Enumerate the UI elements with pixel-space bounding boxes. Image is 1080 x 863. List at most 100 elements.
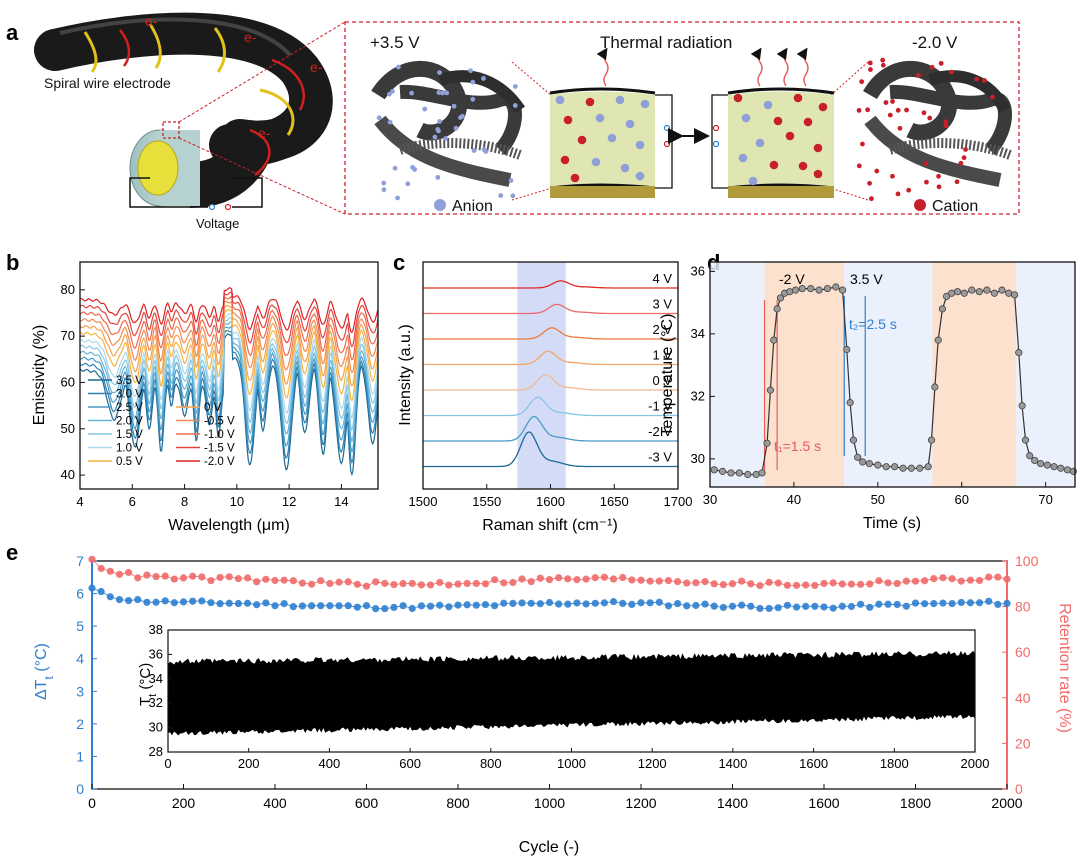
cation-dot: [887, 112, 893, 118]
e-series-point-1: [600, 573, 609, 581]
e-series-point-1: [308, 580, 316, 588]
e-series-point-0: [619, 599, 627, 608]
e-series-point-0: [966, 599, 975, 607]
electron-label-4: e-: [258, 125, 271, 141]
thermal-radiation-label: Thermal radiation: [600, 33, 732, 52]
cell-anion: [625, 119, 635, 129]
panel-e-axes: 0 200 400 600 800 1000 1200 1400 1600 1800 2000012…: [76, 553, 1038, 811]
e-series-point-1: [280, 576, 288, 584]
cell-right: [711, 87, 835, 198]
b-xtick-label: 10: [230, 494, 244, 509]
e-series-point-1: [738, 577, 746, 585]
raman-line-label: 2 V: [652, 322, 672, 337]
e-series-point-0: [756, 604, 764, 613]
anion-dot: [410, 164, 415, 170]
cell-cation: [818, 102, 828, 112]
e-series-point-1: [591, 574, 599, 582]
raman-line: [423, 415, 678, 442]
e-xtick-label: 0: [88, 795, 96, 811]
e-series-point-1: [417, 581, 425, 589]
anion-dot: [470, 96, 476, 102]
e-series-point-1: [271, 576, 279, 585]
emissivity-line-30V: [79, 330, 379, 465]
raman-line: [423, 303, 678, 315]
e-series-point-0: [298, 602, 307, 610]
raman-line-label: -1 V: [648, 399, 672, 414]
cation-dot: [961, 155, 967, 161]
raman-line: [423, 350, 678, 366]
d-temperature-point: [1005, 289, 1013, 297]
anion-dot: [387, 119, 393, 125]
raman-line-label: -3 V: [648, 450, 672, 465]
b-legend-label: 3.0 V: [116, 389, 143, 401]
b-legend-label: 1.5 V: [116, 429, 143, 441]
d-temperature-point: [975, 288, 983, 296]
raman-line: [423, 280, 678, 289]
b-legend-label: 1.0 V: [116, 443, 143, 455]
e-ytick-left-label: 4: [76, 651, 84, 667]
anion-dot: [376, 115, 382, 121]
e-series-point-0: [125, 596, 133, 605]
emissivity-line-0V: [79, 304, 379, 388]
anion-dot: [512, 84, 518, 89]
d-temperature-point: [763, 439, 771, 447]
electron-label-2: e-: [244, 29, 257, 45]
b-ytick-label: 80: [61, 282, 75, 297]
e-ytick-right-label: 80: [1015, 599, 1031, 615]
d-temperature-point: [948, 289, 956, 297]
cell-anion: [555, 95, 565, 105]
d-temperature-point: [934, 336, 942, 344]
anion-dot: [396, 64, 401, 70]
anion-dot: [512, 103, 518, 108]
e-series-point-0: [491, 602, 499, 610]
e-series-point-0: [362, 602, 371, 610]
e-series-point-1: [115, 570, 124, 578]
e-series-point-0: [802, 602, 810, 610]
cell-cation: [803, 117, 813, 127]
cell-cation: [785, 131, 795, 141]
e-series-point-0: [829, 604, 837, 612]
raman-line-label: 0 V: [652, 373, 672, 388]
e-series-point-1: [802, 581, 810, 589]
d-temperature-point: [916, 464, 924, 472]
cell-cation: [798, 161, 808, 171]
cation-dot: [860, 141, 865, 147]
inset-xtick-label: 1600: [799, 756, 828, 771]
raman-line-label: 3 V: [652, 297, 672, 312]
anion-dot: [381, 180, 387, 186]
cnt-bundle-left: [371, 60, 525, 187]
emissivity-line-10V: [80, 313, 379, 420]
cation-dot: [874, 168, 880, 174]
e-series-point-1: [527, 577, 535, 586]
e-series-point-0: [88, 584, 96, 592]
cation-dot: [936, 173, 941, 179]
e-series-point-1: [902, 577, 910, 585]
e-series-point-0: [115, 595, 124, 604]
raman-line-label: -2 V: [648, 424, 672, 439]
e-series-point-1: [509, 578, 517, 587]
cation-dot: [954, 179, 960, 185]
cell-ions: [555, 93, 828, 186]
raman-line-label: 1 V: [652, 348, 672, 363]
e-series-point-1: [426, 581, 435, 589]
panel-e: e 0 200 400 600 800 1000 1200 1400 1600 1800 20000…: [6, 540, 1073, 856]
e-series-point-1: [975, 576, 984, 585]
e-series-point-0: [591, 599, 599, 607]
red-thread-2: [271, 58, 305, 111]
e-series-point-0: [820, 603, 828, 611]
panel-d-ylabel: Temperature (°C): [659, 314, 676, 437]
d-temperature-point: [960, 289, 968, 297]
d-temperature-point: [938, 305, 947, 313]
d-ytick-label: 32: [691, 388, 705, 403]
e-series-point-1: [88, 555, 96, 563]
cation-dot: [924, 179, 929, 185]
d-temperature-point: [924, 463, 932, 471]
yellow-thread-1: [83, 31, 98, 73]
cell-anion: [595, 113, 605, 123]
cell-cation: [563, 115, 573, 125]
panel-c-ylabel: Intensity (a.u.): [397, 324, 414, 425]
e-series-point-0: [939, 599, 947, 607]
d-temperature-point: [791, 286, 800, 294]
e-series-point-0: [134, 595, 142, 604]
cation-dot: [868, 67, 873, 72]
